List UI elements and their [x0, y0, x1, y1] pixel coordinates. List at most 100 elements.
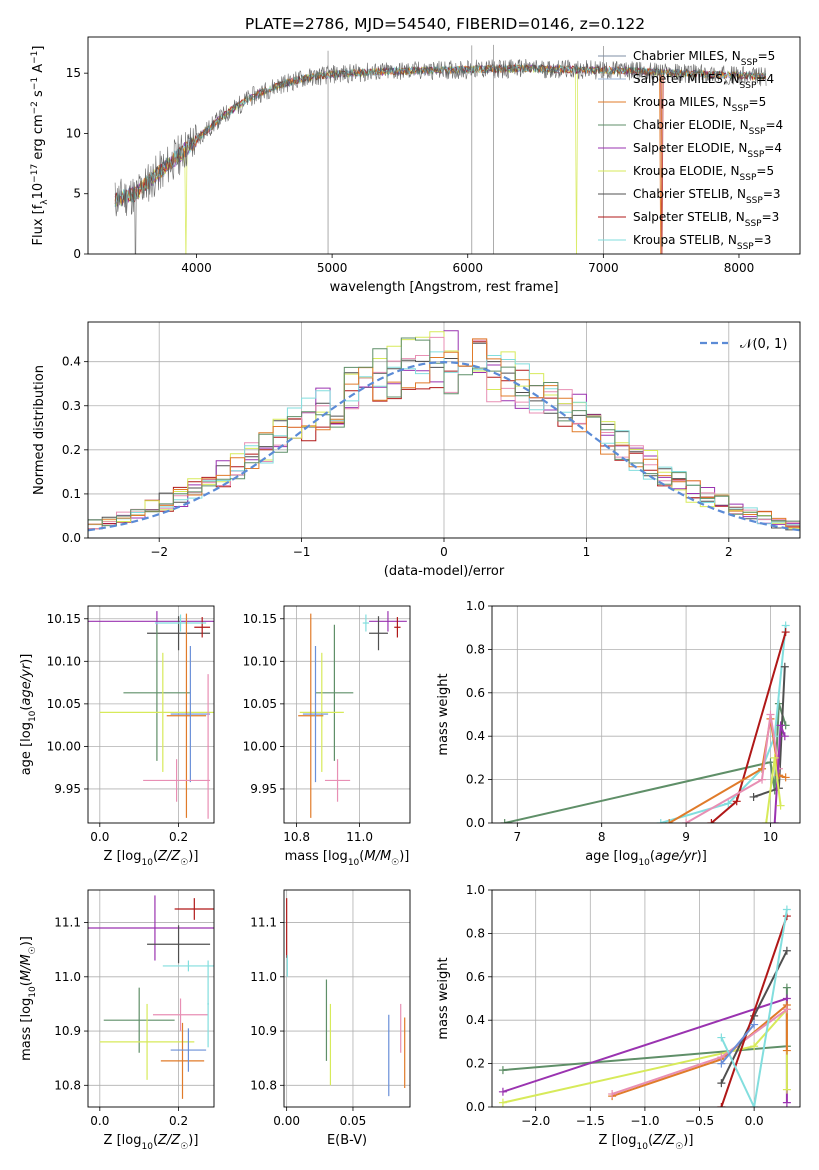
weight-marker [500, 819, 509, 823]
error-point [170, 645, 211, 783]
y-tick-label: 10.00 [47, 739, 81, 753]
y-tick-label: 10.10 [243, 654, 277, 668]
error-point [143, 759, 211, 802]
x-axis-label-part: Z/Z [652, 1133, 676, 1148]
spectrum-series-salpeter_elodie [114, 63, 767, 207]
weight-marker [782, 983, 791, 992]
x-axis-label: wavelength [Angstrom, rest frame] [330, 280, 559, 295]
legend-entry: Salpeter MILES, NSSP=4 [633, 72, 774, 91]
x-tick-label: 0.2 [169, 830, 188, 844]
weight-line-blue [720, 1023, 755, 1065]
y-axis-label-part: )] [19, 654, 34, 664]
error-point [162, 960, 214, 972]
plot-area [88, 606, 214, 823]
x-tick-label: 1 [583, 545, 591, 559]
x-axis-label-part: age [log [585, 849, 638, 864]
x-axis-label-part: Z/Z [157, 849, 181, 864]
y-axis-label-part: mass weight [436, 673, 451, 755]
weight-marker [749, 792, 758, 801]
x-axis-label-part: )] [683, 1133, 693, 1148]
x-tick-label: 7 [513, 830, 521, 844]
x-axis-label: Z [log10(Z/Z☉)] [104, 1133, 199, 1152]
y-tick-label: 10.10 [47, 654, 81, 668]
y-tick-label: 11.1 [250, 916, 277, 930]
x-axis-label: age [log10(age/yr)] [585, 849, 707, 868]
x-axis-label-part: ( [650, 849, 655, 864]
x-tick-label: 4000 [181, 261, 212, 275]
legend-sub: SSP [741, 58, 758, 68]
x-tick-label: 0.0 [745, 1114, 764, 1128]
weight-marker [780, 732, 789, 741]
weight-marker [782, 1005, 791, 1014]
y-axis-label: mass [log10(M/M☉)] [19, 936, 38, 1061]
x-axis-label-part: ( [648, 1133, 653, 1148]
x-tick-label: −2 [150, 545, 168, 559]
x-axis-label: mass [log10(M/M☉)] [285, 849, 410, 868]
legend-tail: =5 [758, 49, 776, 63]
legend-entry: Salpeter ELODIE, NSSP=4 [633, 141, 782, 160]
legend-sub: SSP [737, 242, 754, 252]
axes-frame [87, 889, 215, 1108]
weight-line-salpeter_stelib [720, 915, 788, 1107]
y-tick-label: 0.6 [466, 970, 485, 984]
legend-tail: =4 [756, 72, 774, 86]
error-point [99, 652, 214, 772]
y-tick-label: 0.2 [466, 773, 485, 787]
weight-marker [750, 1042, 759, 1051]
weight-marker [608, 1089, 617, 1098]
weight-marker [758, 775, 767, 784]
weight-marker [717, 1079, 726, 1088]
x-axis-label: E(B-V) [327, 1133, 367, 1148]
x-axis-label-part: age/yr [655, 849, 698, 864]
legend-text: Salpeter STELIB, N [633, 210, 745, 224]
legend-sub: SSP [740, 173, 757, 183]
y-tick-label: 0.4 [466, 729, 485, 743]
y-tick-label: 10.8 [250, 1078, 277, 1092]
error-point [394, 617, 401, 638]
legend-text: Kroupa ELODIE, N [633, 164, 740, 178]
y-tick-label: 10.9 [54, 1024, 81, 1038]
legend-entry: Salpeter STELIB, NSSP=3 [633, 210, 779, 229]
x-axis-label: Z [log10(Z/Z☉)] [599, 1133, 694, 1152]
weight-marker [782, 905, 791, 914]
x-tick-label: 11.0 [346, 830, 373, 844]
y-axis-label-part: 10 [28, 710, 38, 722]
plot-area [114, 44, 767, 254]
weight-line-chabrier_elodie [504, 703, 787, 823]
y-axis-label: mass weight [436, 957, 451, 1039]
y-axis-label: Flux [fλ10−17 erg cm−2 s−1 A−1] [30, 46, 50, 246]
weight-marker [717, 1059, 726, 1068]
weight-marker [766, 710, 775, 719]
spectrum-series-kroupa_stelib [114, 64, 766, 207]
x-axis-label-part: ( [359, 849, 364, 864]
y-tick-label: 11.0 [54, 970, 81, 984]
plot-area [88, 890, 214, 1107]
error-point [369, 611, 407, 632]
y-tick-label: 10 [66, 126, 81, 140]
x-tick-label: −2.0 [521, 1114, 550, 1128]
y-tick-label: 0.4 [466, 1013, 485, 1027]
error-point [88, 895, 214, 961]
error-point [123, 624, 191, 761]
x-axis-label-part: ☉ [180, 1142, 188, 1152]
weight-marker [781, 628, 790, 637]
weight-marker [782, 1046, 791, 1055]
x-tick-label: −1.5 [576, 1114, 605, 1128]
weight-marker [776, 721, 785, 730]
weight-marker [498, 1087, 507, 1096]
y-axis-label-part: Flux [f [31, 204, 46, 245]
x-tick-label: 7000 [588, 261, 619, 275]
x-axis-label-part: 10 [636, 1142, 648, 1152]
legend-entry: Kroupa MILES, NSSP=5 [633, 95, 766, 114]
figure-title: PLATE=2786, MJD=54540, FIBERID=0146, z=0… [245, 15, 645, 33]
y-tick-label: 0.4 [62, 355, 81, 369]
weight-marker [758, 764, 767, 773]
y-axis-label-part: A [31, 64, 46, 77]
error-point [174, 898, 214, 920]
axes-frame [491, 889, 801, 1108]
weight-marker [782, 1085, 791, 1094]
y-axis-label-part: 10 [31, 183, 46, 200]
y-tick-label: 10.8 [54, 1078, 81, 1092]
